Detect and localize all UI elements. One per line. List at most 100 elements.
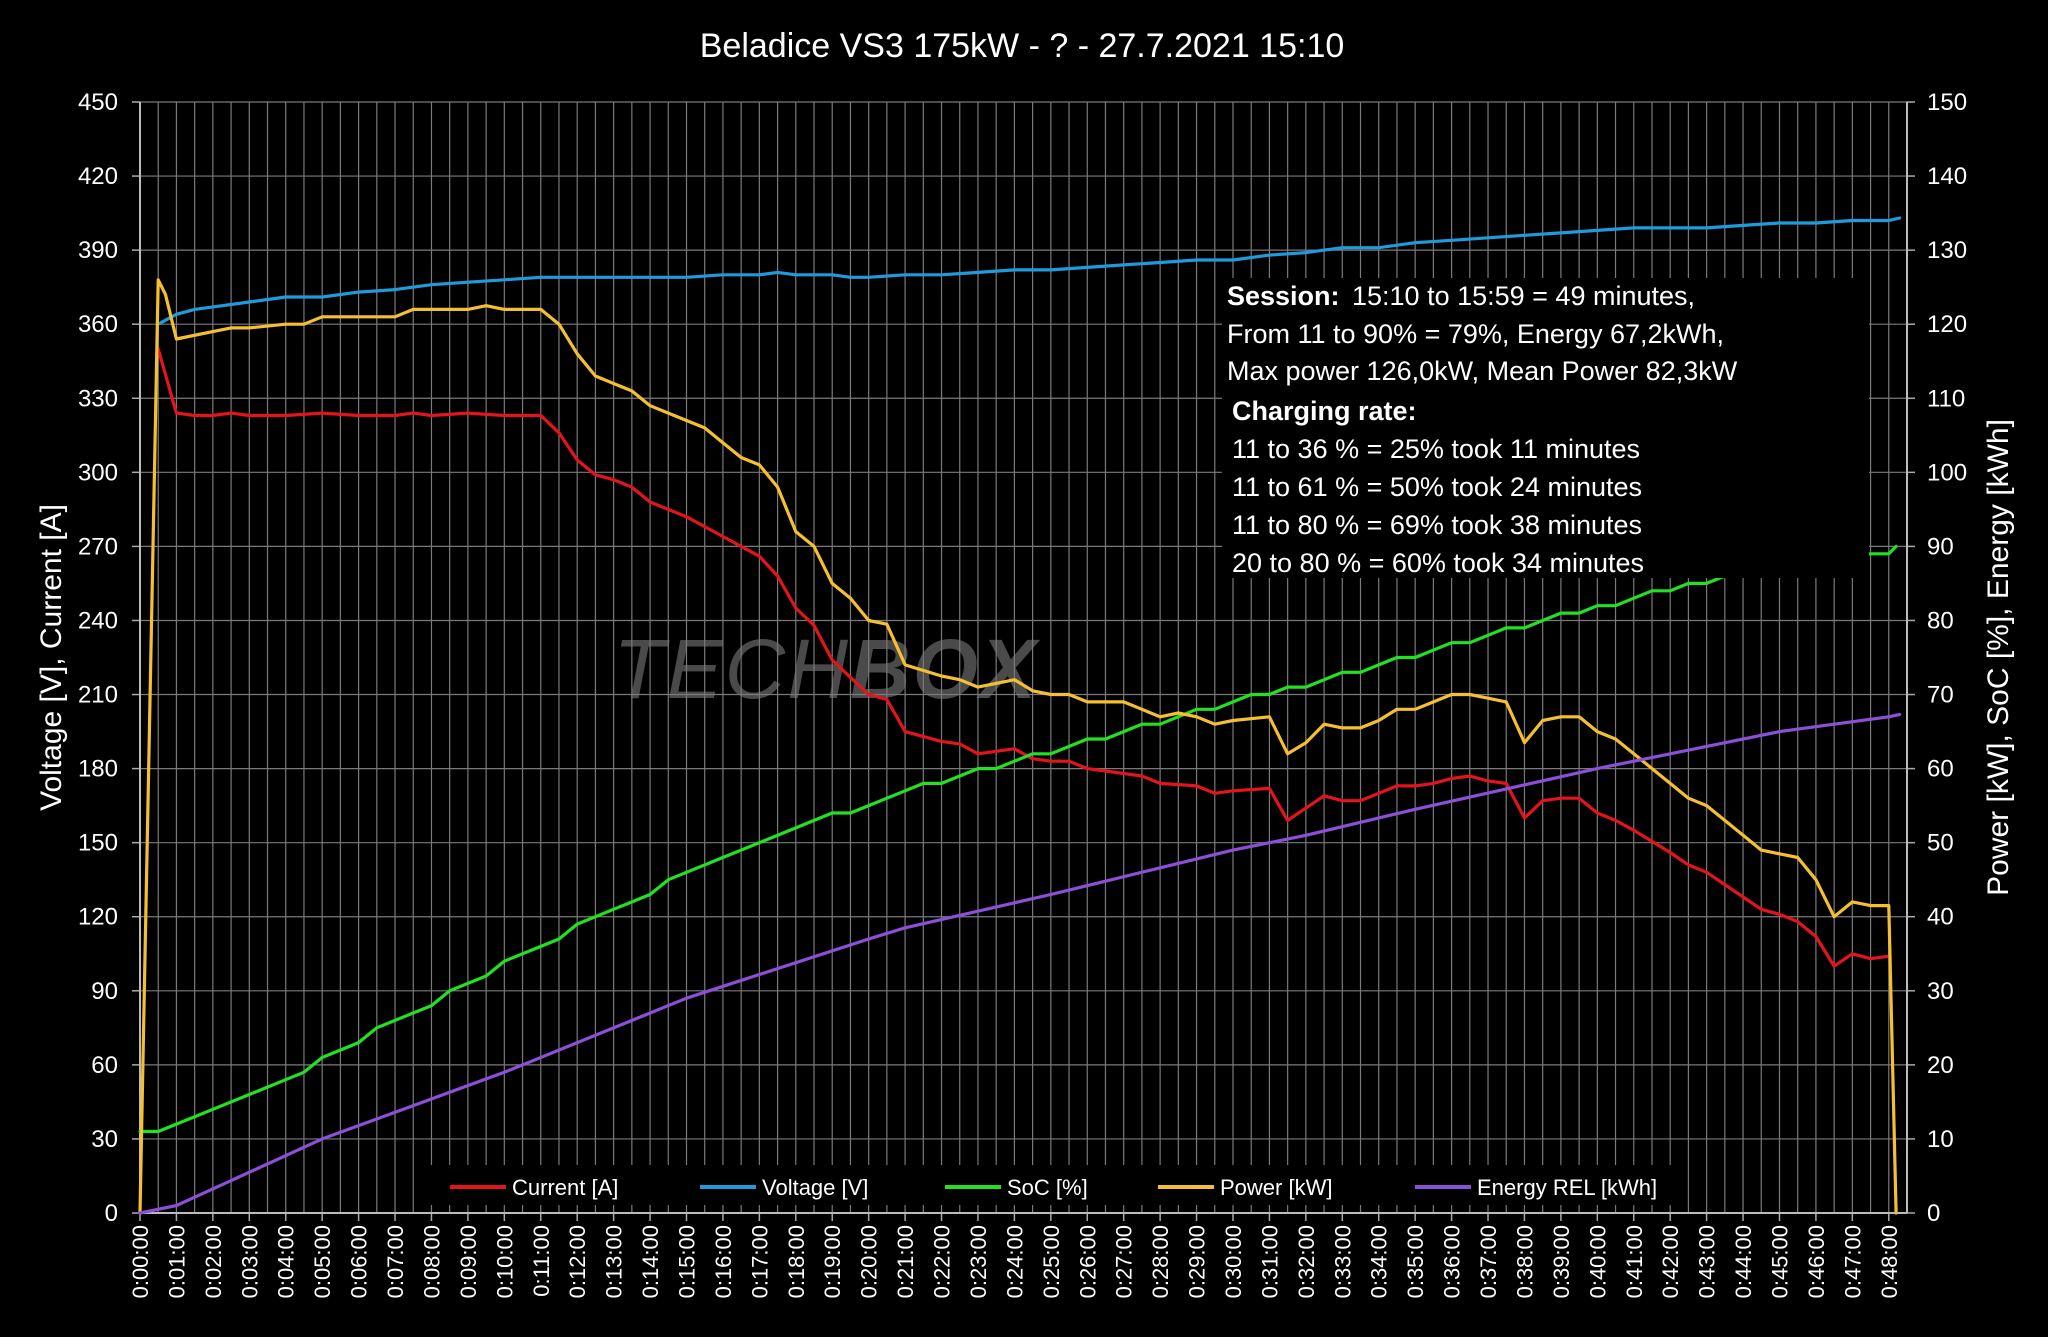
rate-line-4: 20 to 80 % = 60% took 34 minutes bbox=[1232, 548, 1644, 578]
chart-title: Beladice VS3 175kW - ? - 27.7.2021 15:10 bbox=[700, 27, 1345, 65]
x-tick-label: 0:02:00 bbox=[201, 1225, 226, 1298]
y-right-tick-label: 90 bbox=[1927, 533, 1954, 560]
y-left-tick-label: 240 bbox=[78, 607, 118, 634]
legend: Current [A] Voltage [V] SoC [%] Power [kW] E… bbox=[430, 1165, 1680, 1205]
x-tick-label: 0:28:00 bbox=[1148, 1225, 1173, 1298]
series-line-4 bbox=[138, 712, 1902, 1215]
x-tick-label: 0:42:00 bbox=[1658, 1225, 1683, 1298]
y-left-tick-label: 90 bbox=[91, 978, 118, 1005]
rate-line-1: 11 to 36 % = 25% took 11 minutes bbox=[1232, 434, 1640, 464]
x-tick-label: 0:32:00 bbox=[1294, 1225, 1319, 1298]
y-left-tick-label: 60 bbox=[91, 1052, 118, 1079]
x-tick-label: 0:12:00 bbox=[565, 1225, 590, 1298]
y-right-tick-label: 30 bbox=[1927, 978, 1954, 1005]
x-tick-label: 0:27:00 bbox=[1112, 1225, 1137, 1298]
y-left-tick-label: 360 bbox=[78, 311, 118, 338]
session-line-1: 15:10 to 15:59 = 49 minutes, bbox=[1352, 281, 1695, 311]
y-left-tick-label: 420 bbox=[78, 163, 118, 190]
y-left-tick-label: 300 bbox=[78, 459, 118, 486]
y-left-axis-title: Voltage [V], Current [A] bbox=[35, 504, 68, 811]
x-tick-label: 0:47:00 bbox=[1840, 1225, 1865, 1298]
x-tick-label: 0:41:00 bbox=[1622, 1225, 1647, 1298]
session-annotation: Session: 15:10 to 15:59 = 49 minutes, Fr… bbox=[1222, 278, 1869, 578]
techbox-watermark: TECH BOX bbox=[613, 622, 1039, 716]
rate-line-2: 11 to 61 % = 50% took 24 minutes bbox=[1232, 472, 1642, 502]
y-left-tick-label: 270 bbox=[78, 533, 118, 560]
x-tick-label: 0:22:00 bbox=[930, 1225, 955, 1298]
y-right-tick-label: 80 bbox=[1927, 607, 1954, 634]
rate-line-3: 11 to 80 % = 69% took 38 minutes bbox=[1232, 510, 1642, 540]
y-left-tick-label: 150 bbox=[78, 830, 118, 857]
x-tick-label: 0:43:00 bbox=[1695, 1225, 1720, 1298]
y-right-tick-label: 50 bbox=[1927, 830, 1954, 857]
x-tick-label: 0:00:00 bbox=[128, 1225, 153, 1298]
y-right-tick-label: 60 bbox=[1927, 756, 1954, 783]
y-right-tick-label: 140 bbox=[1927, 163, 1967, 190]
axes: 0 30 60 90 120 150 180 210 240 270 300 330 360 390 420… bbox=[35, 89, 2015, 1298]
legend-label: Energy REL [kWh] bbox=[1477, 1175, 1657, 1200]
x-tick-label: 0:01:00 bbox=[164, 1225, 189, 1298]
x-tick-label: 0:14:00 bbox=[638, 1225, 663, 1298]
session-line-3: Max power 126,0kW, Mean Power 82,3kW bbox=[1227, 356, 1738, 386]
x-tick-label: 0:06:00 bbox=[347, 1225, 372, 1298]
x-tick-label: 0:37:00 bbox=[1476, 1225, 1501, 1298]
x-tick-label: 0:29:00 bbox=[1185, 1225, 1210, 1298]
x-tick-label: 0:07:00 bbox=[383, 1225, 408, 1298]
x-tick-label: 0:08:00 bbox=[419, 1225, 444, 1298]
x-tick-label: 0:45:00 bbox=[1767, 1225, 1792, 1298]
y-right-tick-label: 100 bbox=[1927, 459, 1967, 486]
x-tick-label: 0:34:00 bbox=[1367, 1225, 1392, 1298]
y-right-tick-label: 10 bbox=[1927, 1126, 1954, 1153]
x-tick-label: 0:13:00 bbox=[602, 1225, 627, 1298]
y-right-tick-label: 110 bbox=[1927, 385, 1965, 412]
x-tick-label: 0:44:00 bbox=[1731, 1225, 1756, 1298]
y-right-tick-label: 120 bbox=[1927, 311, 1967, 338]
x-tick-label: 0:21:00 bbox=[893, 1225, 918, 1298]
x-tick-label: 0:33:00 bbox=[1330, 1225, 1355, 1298]
y-right-tick-label: 70 bbox=[1927, 682, 1954, 709]
series-line-0 bbox=[156, 347, 1891, 968]
legend-background bbox=[430, 1165, 1680, 1205]
watermark-tech: TECH bbox=[613, 622, 850, 716]
x-tick-label: 0:38:00 bbox=[1512, 1225, 1537, 1298]
x-tick-label: 0:26:00 bbox=[1075, 1225, 1100, 1298]
x-tick-label: 0:23:00 bbox=[966, 1225, 991, 1298]
y-right-tick-label: 40 bbox=[1927, 904, 1954, 931]
x-tick-label: 0:04:00 bbox=[274, 1225, 299, 1298]
y-left-tick-label: 210 bbox=[78, 682, 118, 709]
y-right-tick-label: 130 bbox=[1927, 237, 1967, 264]
x-tick-label: 0:35:00 bbox=[1403, 1225, 1428, 1298]
y-left-tick-label: 390 bbox=[78, 237, 118, 264]
x-tick-label: 0:40:00 bbox=[1585, 1225, 1610, 1298]
y-right-tick-label: 20 bbox=[1927, 1052, 1954, 1079]
y-right-tick-label: 0 bbox=[1927, 1200, 1940, 1227]
session-label: Session: bbox=[1227, 281, 1340, 311]
y-right-axis-title: Power [kW], SoC [%], Energy [kWh] bbox=[1982, 419, 2015, 896]
y-left-tick-label: 0 bbox=[105, 1200, 118, 1227]
legend-label: SoC [%] bbox=[1007, 1175, 1088, 1200]
x-tick-label: 0:36:00 bbox=[1440, 1225, 1465, 1298]
x-tick-label: 0:31:00 bbox=[1257, 1225, 1282, 1298]
session-line-2: From 11 to 90% = 79%, Energy 67,2kWh, bbox=[1227, 319, 1724, 349]
legend-label: Voltage [V] bbox=[762, 1175, 868, 1200]
x-tick-label: 0:39:00 bbox=[1549, 1225, 1574, 1298]
x-tick-label: 0:16:00 bbox=[711, 1225, 736, 1298]
x-tick-label: 0:17:00 bbox=[747, 1225, 772, 1298]
series-line-1 bbox=[156, 216, 1902, 326]
x-tick-label: 0:05:00 bbox=[310, 1225, 335, 1298]
x-tick-label: 0:46:00 bbox=[1804, 1225, 1829, 1298]
y-left-tick-label: 450 bbox=[78, 89, 118, 116]
y-right-tick-label: 150 bbox=[1927, 89, 1967, 116]
x-tick-label: 0:48:00 bbox=[1877, 1225, 1902, 1298]
x-tick-label: 0:11:00 bbox=[529, 1225, 554, 1297]
x-tick-label: 0:03:00 bbox=[237, 1225, 262, 1298]
x-tick-label: 0:19:00 bbox=[820, 1225, 845, 1298]
rate-background bbox=[1222, 386, 1869, 578]
x-tick-label: 0:09:00 bbox=[456, 1225, 481, 1298]
y-left-tick-label: 330 bbox=[78, 385, 118, 412]
x-tick-label: 0:18:00 bbox=[784, 1225, 809, 1298]
y-left-tick-label: 180 bbox=[78, 756, 118, 783]
x-tick-label: 0:30:00 bbox=[1221, 1225, 1246, 1298]
series-line-3 bbox=[138, 278, 1898, 1215]
